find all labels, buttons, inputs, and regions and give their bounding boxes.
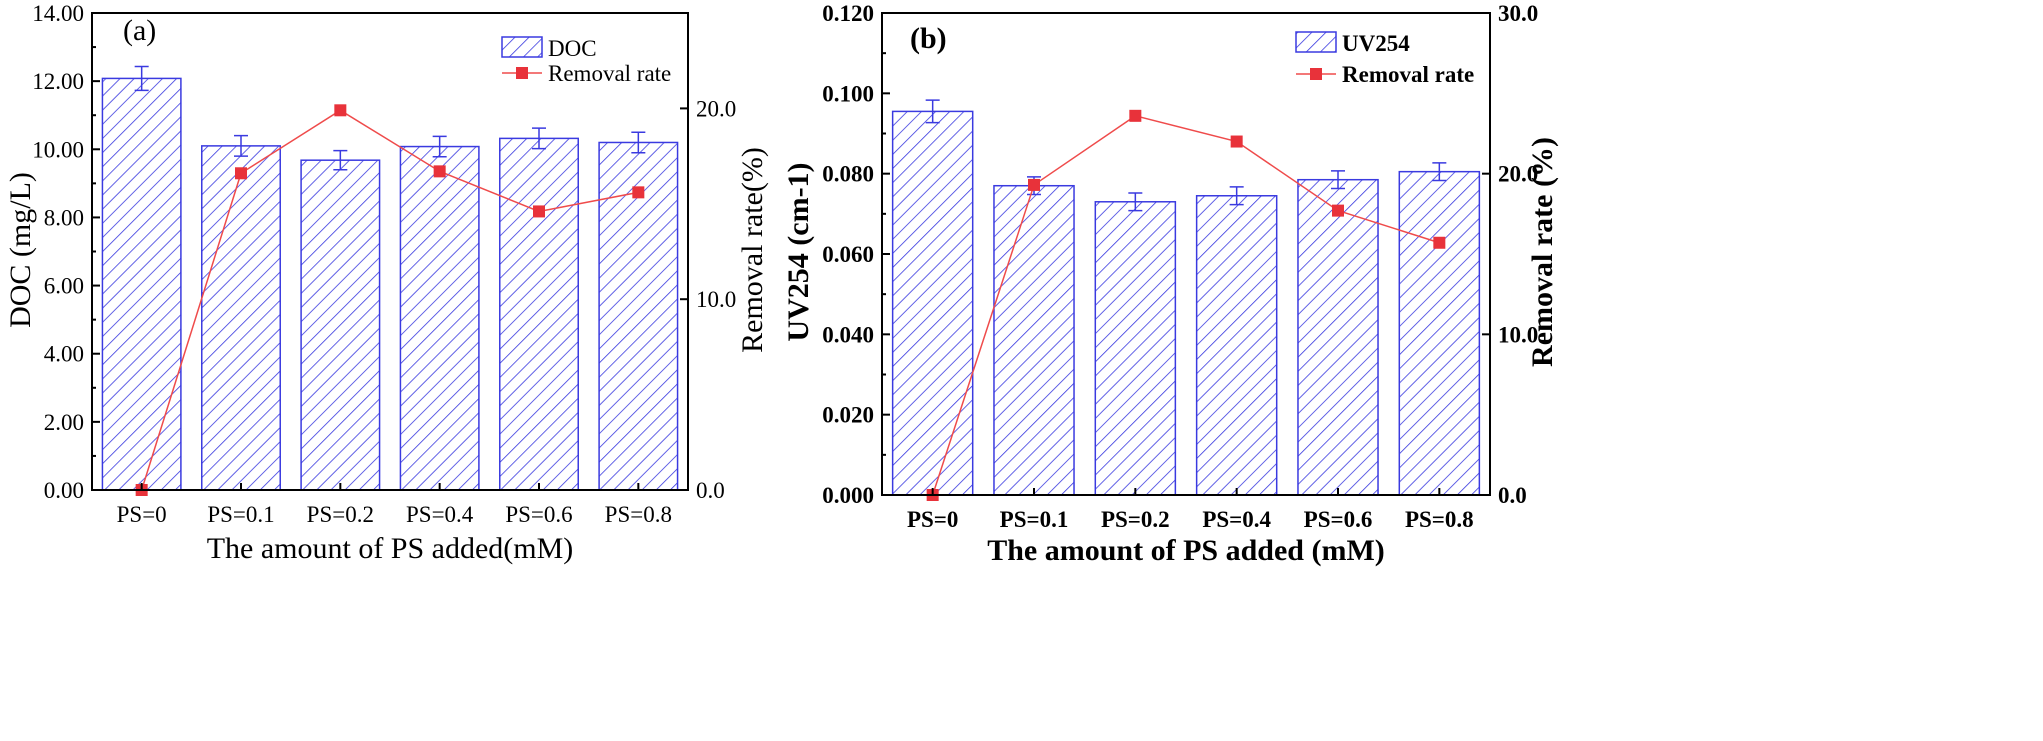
legend-bar-swatch [1295, 31, 1337, 53]
x-tick-label: PS=0 [907, 507, 958, 532]
bar-PS=0.8 [598, 141, 679, 491]
x-tick-label: PS=0.1 [1000, 507, 1069, 532]
error-bar-PS=0.4 [1229, 186, 1244, 206]
y2-tick-label: 20.0 [1498, 162, 1538, 187]
error-bar-PS=0.1 [234, 134, 248, 157]
error-bar-PS=0.2 [1128, 192, 1143, 212]
x-tick-label: PS=0.6 [1304, 507, 1373, 532]
x-tick-label: PS=0.6 [505, 502, 572, 527]
x-tick-label: PS=0.8 [1405, 507, 1474, 532]
y2-tick-label: 0.0 [1498, 483, 1527, 508]
removal-rate-point-PS=0.6 [1332, 204, 1344, 217]
y-tick-label: 0.100 [822, 81, 874, 106]
y2-axis-title: Removal rate (%) [1526, 137, 1559, 367]
bar-PS=0.1 [201, 145, 281, 491]
chart-panel-b: 0.000 0.020 0.040 0.060 0.080 0.100 0.120 0.0 10… [782, 1, 1559, 567]
removal-rate-line [140, 109, 639, 491]
removal-rate-point-PS=0.2 [334, 104, 347, 117]
legend-bar-swatch [501, 36, 543, 58]
x-tick-label: PS=0.2 [1101, 507, 1170, 532]
y-tick-label: 0.060 [822, 242, 874, 267]
x-tick-label: PS=0.8 [605, 502, 672, 527]
y2-tick-label: 0.0 [696, 478, 725, 503]
removal-rate-point-PS=0.2 [1129, 109, 1142, 122]
y-tick-label: 6.00 [44, 274, 84, 299]
x-tick-label: PS=0.4 [406, 502, 474, 527]
y-tick-label: 14.00 [32, 1, 84, 26]
bar-PS=0.2 [300, 159, 381, 491]
error-bar-PS=0 [925, 99, 940, 124]
bar-PS=0.1 [993, 184, 1075, 496]
bar-PS=0 [101, 77, 182, 491]
legend-bar-label: UV254 [1342, 31, 1410, 56]
y-tick-label: 12.00 [32, 69, 84, 94]
legend: UV254 Removal rate [1295, 31, 1474, 87]
y2-tick-label: 10.0 [1498, 322, 1538, 347]
y-tick-label: 0.120 [822, 1, 874, 26]
y-tick-label: 0.00 [44, 478, 84, 503]
chart-panel-a: 0.00 2.00 4.00 6.00 8.00 10.00 12.00 14.00 0.0 10… [4, 1, 769, 565]
y-axis-title: UV254 (cm-1) [782, 162, 815, 341]
bar-PS=0.4 [1195, 195, 1278, 496]
removal-rate-point-PS=0.1 [235, 167, 247, 180]
legend-bar-label: DOC [548, 36, 597, 61]
error-bar-PS=0 [134, 65, 149, 92]
error-bar-PS=0.4 [432, 135, 447, 158]
y-tick-label: 0.020 [822, 403, 874, 428]
x-tick-label: PS=0.1 [207, 502, 274, 527]
removal-rate-point-PS=0.4 [1230, 135, 1243, 148]
legend-line-marker [516, 67, 528, 79]
y-tick-label: 0.040 [822, 322, 874, 347]
x-tick-label: PS=0.4 [1202, 507, 1271, 532]
y2-axis-title: Removal rate(%) [736, 147, 769, 353]
error-bar-PS=0.6 [1331, 170, 1345, 190]
bar-PS=0.4 [399, 145, 480, 491]
y-tick-label: 0.000 [822, 483, 874, 508]
y2-tick-label: 20.0 [696, 96, 736, 121]
removal-rate-line [931, 115, 1440, 496]
bar-PS=0 [891, 110, 974, 496]
y-tick-label: 10.00 [32, 137, 84, 162]
error-bar-PS=0.8 [631, 131, 646, 154]
y-tick-label: 8.00 [44, 205, 84, 230]
bar-PS=0.6 [499, 137, 579, 491]
error-bar-PS=0.6 [532, 127, 546, 150]
y-tick-label: 4.00 [44, 342, 84, 367]
y-axis-title: DOC (mg/L) [4, 172, 37, 328]
legend-line-label: Removal rate [548, 61, 671, 86]
y2-tick-label: 10.0 [696, 287, 736, 312]
removal-rate-point-PS=0.6 [533, 205, 545, 218]
legend-line-marker [1310, 68, 1322, 80]
removal-rate-point-PS=0.8 [632, 186, 645, 199]
x-axis-title: The amount of PS added(mM) [207, 532, 574, 565]
bar-PS=0.8 [1398, 170, 1481, 496]
removal-rate-point-PS=0.8 [1433, 236, 1446, 249]
y-tick-label: 2.00 [44, 410, 84, 435]
error-bar-PS=0.8 [1432, 162, 1447, 182]
x-tick-label: PS=0 [117, 502, 167, 527]
error-bar-PS=0.2 [333, 149, 348, 171]
legend-line-label: Removal rate [1342, 62, 1474, 87]
x-axis-title: The amount of PS added (mM) [987, 534, 1385, 567]
panel-label: (b) [910, 22, 947, 55]
y-tick-label: 0.080 [822, 162, 874, 187]
panel-label: (a) [123, 14, 156, 47]
y2-tick-label: 30.0 [1498, 1, 1538, 26]
x-tick-label: PS=0.2 [307, 502, 374, 527]
removal-rate-point-PS=0.4 [433, 165, 446, 178]
bar-PS=0.6 [1297, 178, 1379, 496]
removal-rate-point-PS=0.1 [1028, 178, 1040, 191]
bar-PS=0.2 [1094, 201, 1177, 496]
